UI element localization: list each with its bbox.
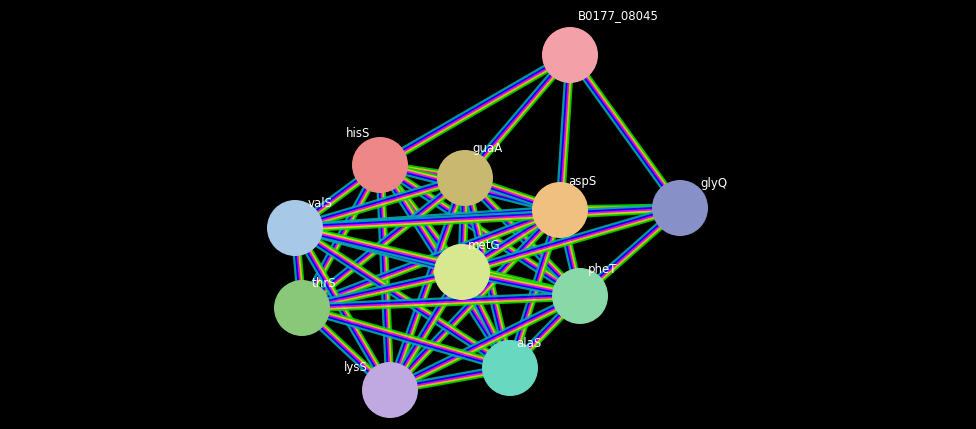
Circle shape: [542, 27, 598, 83]
Circle shape: [652, 180, 708, 236]
Text: alaS: alaS: [516, 337, 542, 350]
Circle shape: [274, 280, 330, 336]
Text: glyQ: glyQ: [700, 177, 727, 190]
Circle shape: [362, 362, 418, 418]
Circle shape: [434, 244, 490, 300]
Text: aspS: aspS: [568, 175, 596, 188]
Text: lysS: lysS: [345, 361, 368, 374]
Text: hisS: hisS: [346, 127, 370, 140]
Circle shape: [532, 182, 588, 238]
Text: guaA: guaA: [472, 142, 503, 155]
Text: valS: valS: [308, 197, 333, 210]
Circle shape: [267, 200, 323, 256]
Circle shape: [437, 150, 493, 206]
Circle shape: [352, 137, 408, 193]
Text: B0177_08045: B0177_08045: [578, 9, 659, 22]
Circle shape: [552, 268, 608, 324]
Text: metG: metG: [468, 239, 501, 252]
Text: thrS: thrS: [312, 277, 337, 290]
Text: pheT: pheT: [588, 263, 618, 276]
Circle shape: [482, 340, 538, 396]
